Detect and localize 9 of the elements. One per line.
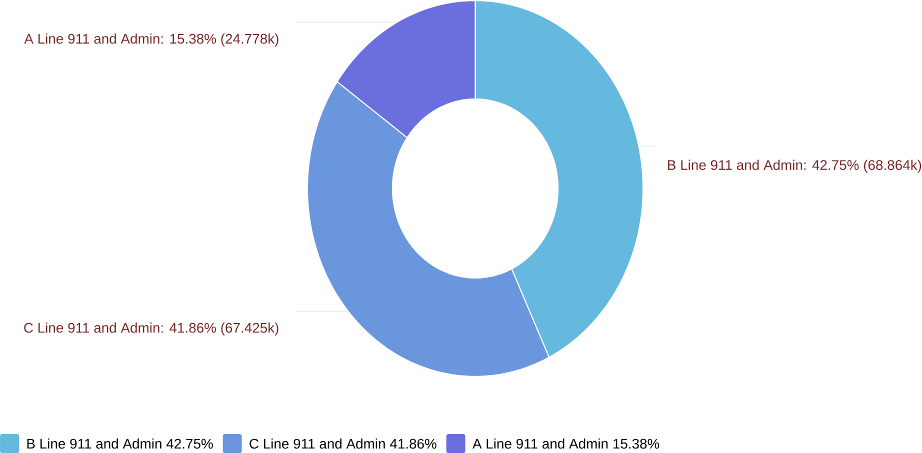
text: A Line 911 and Admin: 15.38% (24.778k) xyxy=(24,33,278,46)
text: B Line 911 and Admin: 42.75% (68.864k) xyxy=(668,160,922,173)
text: C Line 911 and Admin: 41.86% (67.425k) xyxy=(24,322,278,336)
data-label: 42.75% xyxy=(166,438,213,449)
legend-label: A Line 911 and Admin xyxy=(472,438,608,449)
legend-label: B Line 911 and Admin xyxy=(27,438,162,449)
data-label: 15.38% xyxy=(613,438,660,449)
legend-label: C Line 911 and Admin xyxy=(250,438,385,449)
data-label: 41.86% xyxy=(390,438,436,449)
